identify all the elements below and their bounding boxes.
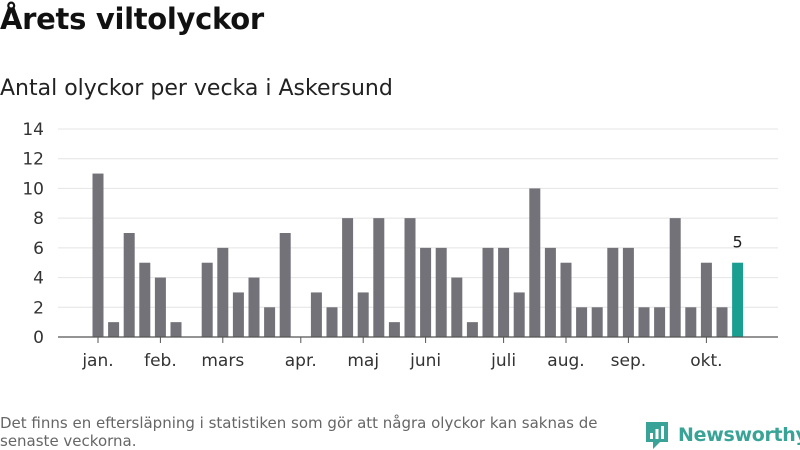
y-tick-label: 8 — [33, 209, 44, 229]
footnote: Det finns en eftersläpning i statistiken… — [0, 414, 598, 450]
bar — [669, 218, 681, 337]
brand-name: Newsworthy — [678, 424, 800, 446]
bar-chart: 0 2 4 6 8 10 12 14 jan. feb. mars apr. maj juni juli au… — [22, 120, 778, 371]
bar — [638, 307, 650, 337]
bar — [404, 218, 416, 337]
bar — [326, 307, 338, 337]
chart-title: Årets viltolyckor — [0, 2, 264, 36]
bar — [498, 247, 510, 337]
x-tick-label: juni — [409, 351, 441, 371]
x-tick-label: okt. — [690, 351, 722, 371]
newsworthy-logo-icon — [646, 422, 668, 449]
bar — [513, 292, 525, 337]
bar — [529, 188, 541, 337]
bar — [342, 218, 354, 337]
bar — [248, 277, 260, 337]
x-tick-label: jan. — [81, 351, 113, 371]
bar — [232, 292, 244, 337]
y-tick-label: 2 — [33, 298, 44, 318]
x-tick-label: juli — [490, 351, 516, 371]
bar — [732, 262, 744, 337]
bar — [576, 307, 588, 337]
bar — [264, 307, 276, 337]
bar — [685, 307, 697, 337]
x-tick-label: apr. — [285, 351, 317, 371]
bar — [482, 247, 494, 337]
x-tick-label: aug. — [547, 351, 584, 371]
x-tick-label: sep. — [611, 351, 647, 371]
bar — [451, 277, 463, 337]
x-tick-label: feb. — [144, 351, 177, 371]
y-tick-label: 0 — [33, 328, 44, 348]
x-tick-label: mars — [201, 351, 244, 371]
y-tick-label: 12 — [22, 150, 44, 170]
bar — [560, 262, 572, 337]
bar — [435, 247, 447, 337]
bar — [466, 322, 478, 337]
bar — [373, 218, 385, 337]
bar — [92, 173, 104, 337]
brand-logo: Newsworthy — [644, 420, 800, 450]
bar — [716, 307, 728, 337]
highlight-data-label: 5 — [733, 233, 743, 252]
bar — [279, 233, 291, 337]
bar — [139, 262, 151, 337]
bar — [123, 233, 135, 337]
bar — [154, 277, 166, 337]
bar — [420, 247, 432, 337]
y-tick-label: 4 — [33, 269, 44, 289]
bar — [700, 262, 712, 337]
bar — [201, 262, 213, 337]
y-tick-label: 14 — [22, 120, 44, 140]
bar — [310, 292, 322, 337]
bar — [591, 307, 603, 337]
bar — [607, 247, 619, 337]
bar — [108, 322, 120, 337]
bar — [357, 292, 369, 337]
bar — [217, 247, 229, 337]
bar — [544, 247, 556, 337]
bar — [654, 307, 666, 337]
bar — [388, 322, 400, 337]
bar — [170, 322, 182, 337]
bar — [622, 247, 634, 337]
chart-subtitle: Antal olyckor per vecka i Askersund — [0, 76, 393, 101]
y-tick-label: 6 — [33, 239, 44, 259]
y-tick-label: 10 — [22, 179, 44, 199]
x-tick-label: maj — [347, 351, 379, 371]
